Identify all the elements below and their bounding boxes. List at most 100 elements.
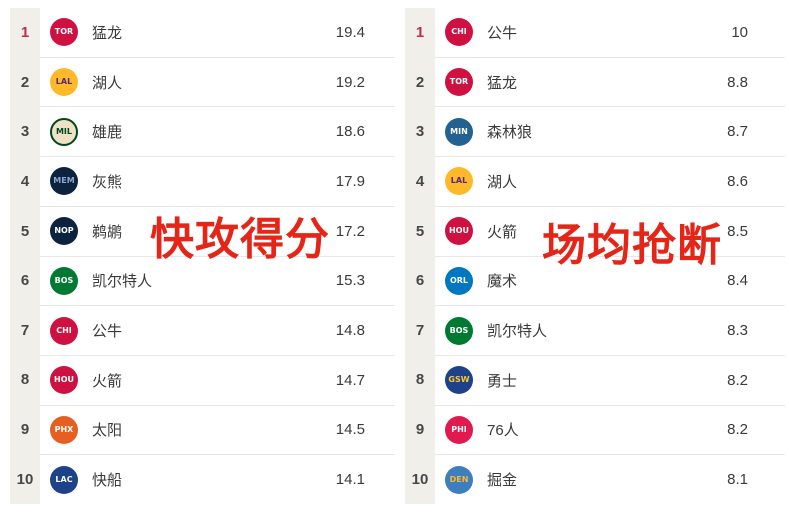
team-logo-icon: DEN (445, 465, 473, 494)
stat-value: 14.5 (335, 421, 365, 439)
stat-value: 8.8 (727, 73, 748, 91)
team-logo-icon: BOS (50, 266, 78, 295)
rank-number: 5 (415, 222, 425, 240)
team-logo-icon: PHX (50, 415, 78, 444)
team-abbr: CHI (451, 27, 467, 37)
team-name: 掘金 (487, 472, 518, 490)
team-logo-icon: HOU (445, 217, 473, 246)
leaderboard-row[interactable]: HOU 火箭 14.7 (40, 354, 395, 405)
team-abbr: GSW (448, 375, 470, 385)
team-name: 湖人 (487, 173, 518, 191)
stat-value: 8.3 (727, 322, 748, 340)
leaderboard-row[interactable]: CHI 公牛 14.8 (40, 305, 395, 355)
board-rows: CHI 公牛 10 TOR 猛龙 8.8 MIN 森林狼 8.7 LAL 湖人 … (435, 8, 785, 505)
team-logo-icon: MIN (445, 117, 473, 146)
stat-value: 8.1 (727, 471, 748, 489)
team-logo-icon: HOU (50, 366, 78, 395)
rank-number: 1 (20, 24, 30, 42)
leaderboard-row[interactable]: TOR 猛龙 8.8 (435, 56, 785, 107)
rank-number: 10 (411, 470, 429, 488)
leaderboard-row[interactable]: BOS 凯尔特人 15.3 (40, 255, 395, 306)
board-fast-break-points: 1 2 3 4 5 6 7 8 9 10 TOR 猛龙 19.4 LAL 湖人 19.2 MIL … (10, 8, 395, 505)
stat-value: 8.2 (727, 421, 748, 439)
team-name: 公牛 (92, 323, 123, 341)
team-name: 76人 (487, 422, 519, 440)
team-abbr: HOU (54, 375, 74, 385)
team-logo-icon: LAC (50, 465, 78, 494)
team-logo-icon: BOS (445, 316, 473, 345)
team-name: 雄鹿 (92, 124, 123, 142)
stat-value: 19.4 (335, 23, 365, 41)
leaderboard-row[interactable]: MIN 森林狼 8.7 (435, 106, 785, 157)
team-name: 森林狼 (487, 124, 533, 142)
stat-value: 19.2 (335, 73, 365, 91)
team-logo-icon: NOP (50, 217, 78, 246)
team-abbr: CHI (56, 325, 72, 335)
rank-number: 7 (415, 321, 425, 339)
leaderboard-row[interactable]: ORL 魔术 8.4 (435, 255, 785, 306)
rank-number: 5 (20, 222, 30, 240)
rank-number: 2 (415, 73, 425, 91)
leaderboard-row[interactable]: HOU 火箭 8.5 (435, 205, 785, 256)
leaderboard-row[interactable]: TOR 猛龙 19.4 (40, 8, 395, 57)
leaderboard-row[interactable]: BOS 凯尔特人 8.3 (435, 305, 785, 355)
stat-value: 8.2 (727, 371, 748, 389)
rank-number: 7 (20, 321, 30, 339)
team-abbr: MIL (55, 126, 73, 136)
leaderboard-row[interactable]: NOP 鹈鹕 17.2 (40, 205, 395, 256)
leaderboard-row[interactable]: GSW 勇士 8.2 (435, 354, 785, 405)
leaderboard-row[interactable]: LAC 快船 14.1 (40, 454, 395, 505)
team-logo-icon: TOR (50, 18, 78, 47)
stat-value: 14.1 (335, 471, 365, 489)
team-abbr: MEM (53, 176, 75, 186)
rank-number: 2 (20, 73, 30, 91)
team-name: 公牛 (487, 24, 518, 42)
team-abbr: BOS (449, 325, 469, 335)
leaderboard-row[interactable]: CHI 公牛 10 (435, 8, 785, 57)
leaderboard-row[interactable]: LAL 湖人 8.6 (435, 156, 785, 206)
team-name: 快船 (92, 472, 123, 490)
rank-number: 3 (415, 123, 425, 141)
team-name: 凯尔特人 (92, 273, 153, 291)
leaderboard-row[interactable]: PHI 76人 8.2 (435, 404, 785, 455)
team-name: 湖人 (92, 74, 123, 92)
stat-value: 17.9 (335, 172, 365, 190)
leaderboard-row[interactable]: MEM 灰熊 17.9 (40, 156, 395, 206)
team-abbr: LAL (450, 176, 468, 186)
stat-value: 14.8 (335, 322, 365, 340)
team-name: 猛龙 (92, 24, 123, 42)
team-logo-icon: CHI (445, 18, 473, 47)
team-abbr: LAL (55, 77, 73, 87)
team-logo-icon: ORL (445, 266, 473, 295)
rank-number: 6 (20, 272, 30, 290)
team-name: 凯尔特人 (487, 323, 548, 341)
team-name: 太阳 (92, 422, 123, 440)
rank-number: 9 (415, 421, 425, 439)
rank-number: 4 (415, 173, 425, 191)
team-logo-icon: PHI (445, 415, 473, 444)
rank-number: 6 (415, 272, 425, 290)
team-abbr: LAC (55, 474, 73, 484)
team-logo-icon: GSW (445, 366, 473, 395)
rank-number: 9 (20, 421, 30, 439)
rank-number: 8 (20, 371, 30, 389)
team-name: 火箭 (487, 223, 518, 241)
team-logo-icon: TOR (445, 68, 473, 97)
leaderboard-row[interactable]: LAL 湖人 19.2 (40, 56, 395, 107)
team-name: 魔术 (487, 273, 518, 291)
rank-number: 10 (16, 470, 34, 488)
team-abbr: BOS (54, 275, 74, 285)
leaderboard-row[interactable]: MIL 雄鹿 18.6 (40, 106, 395, 157)
team-abbr: PHX (54, 424, 74, 434)
stat-value: 14.7 (335, 371, 365, 389)
leaderboard-row[interactable]: DEN 掘金 8.1 (435, 454, 785, 505)
team-logo-icon: MIL (50, 117, 78, 146)
leaderboard-row[interactable]: PHX 太阳 14.5 (40, 404, 395, 455)
board-steals-per-game: 1 2 3 4 5 6 7 8 9 10 CHI 公牛 10 TOR 猛龙 8.8 MIN 森林狼… (405, 8, 785, 505)
team-abbr: TOR (54, 27, 74, 37)
board-rows: TOR 猛龙 19.4 LAL 湖人 19.2 MIL 雄鹿 18.6 MEM … (40, 8, 395, 505)
stat-value: 17.2 (335, 222, 365, 240)
stat-value: 10 (731, 23, 748, 41)
rank-number: 4 (20, 173, 30, 191)
rank-column: 1 2 3 4 5 6 7 8 9 10 (405, 8, 435, 504)
